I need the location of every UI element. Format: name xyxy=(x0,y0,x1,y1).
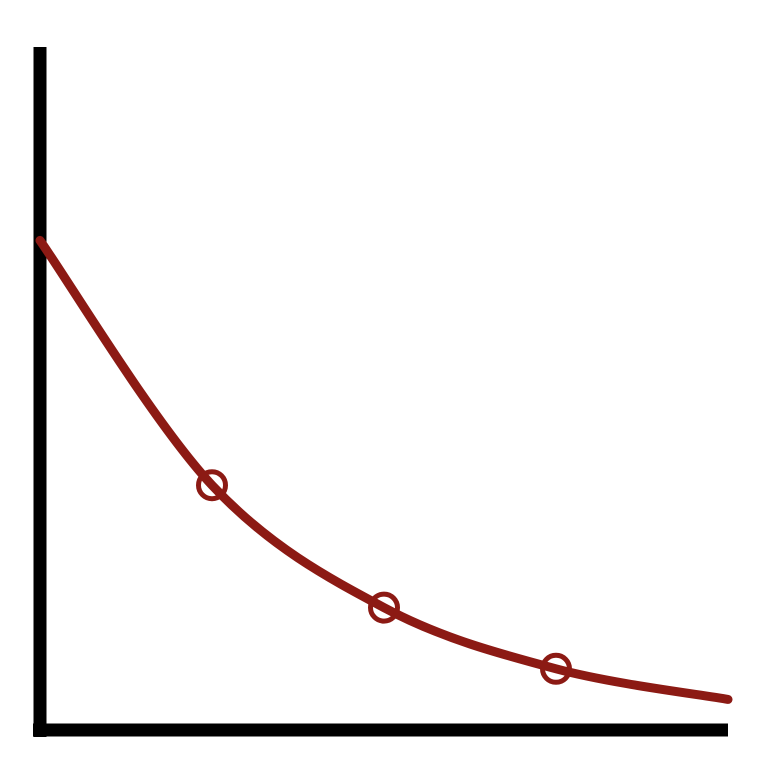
point-marker xyxy=(540,652,572,685)
point-marker xyxy=(196,469,228,502)
point-marker xyxy=(368,591,400,624)
line xyxy=(35,235,733,704)
